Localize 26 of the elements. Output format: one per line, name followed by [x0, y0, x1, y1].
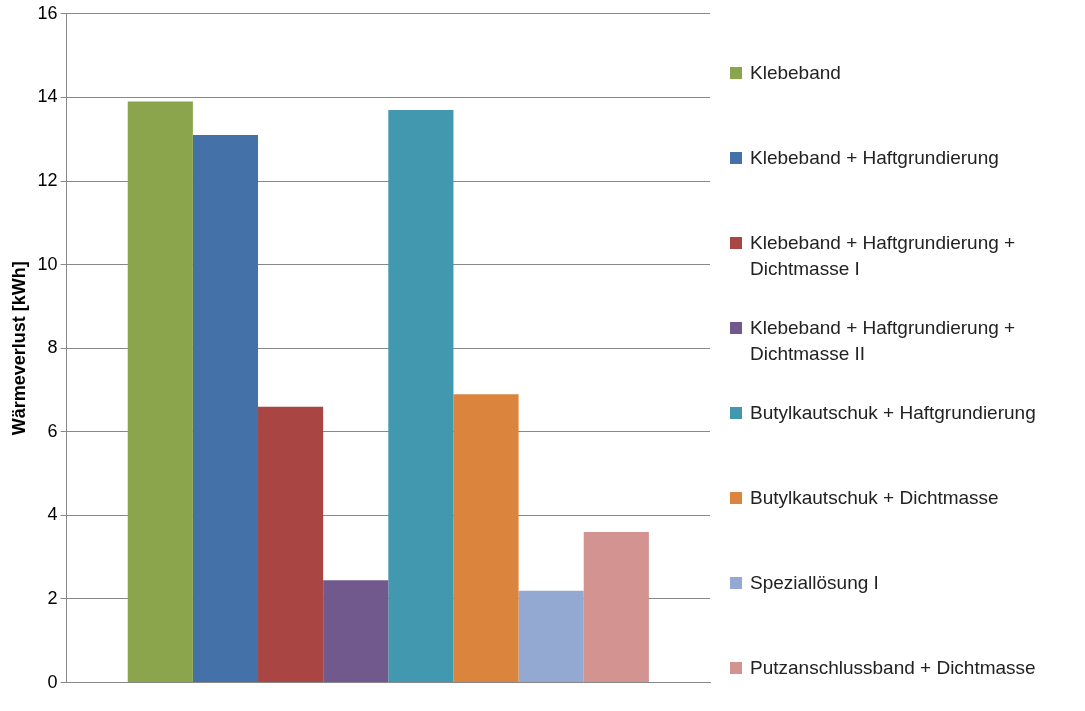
bar — [388, 109, 454, 683]
y-axis-title: Wärmeverlust [kWh] — [8, 261, 29, 436]
bar — [127, 101, 193, 683]
legend-label: Butylkautschuk + Haftgrundierung — [750, 401, 1036, 425]
legend-label: Butylkautschuk + Dichtmasse — [750, 486, 999, 510]
bar — [323, 580, 389, 683]
legend-label: Klebeband + Haftgrundierung + Dichtmasse I — [750, 231, 1017, 281]
y-tick-label: 6 — [47, 420, 58, 441]
bar — [518, 590, 584, 683]
y-tick-label: 12 — [37, 169, 58, 190]
y-tick-label: 4 — [47, 504, 58, 525]
legend-label: Klebeband + Haftgrundierung + Dichtmasse II — [750, 316, 1017, 366]
bar — [192, 135, 259, 683]
y-tick-label: 2 — [47, 587, 58, 608]
legend-label: Klebeband — [750, 61, 841, 85]
y-tick-label: 10 — [37, 253, 58, 274]
legend-label: Speziallösung I — [750, 571, 879, 595]
legend-label: Klebeband + Haftgrundierung — [750, 146, 999, 170]
y-tick-label: 0 — [47, 671, 58, 692]
legend-label: Putzanschlussband + Dichtmasse — [750, 656, 1036, 680]
y-tick-label: 8 — [47, 337, 58, 358]
y-tick-label: 14 — [37, 86, 58, 107]
y-tick-label: 16 — [37, 2, 58, 23]
bar — [453, 394, 519, 683]
bar — [258, 406, 324, 683]
bar — [583, 532, 649, 683]
